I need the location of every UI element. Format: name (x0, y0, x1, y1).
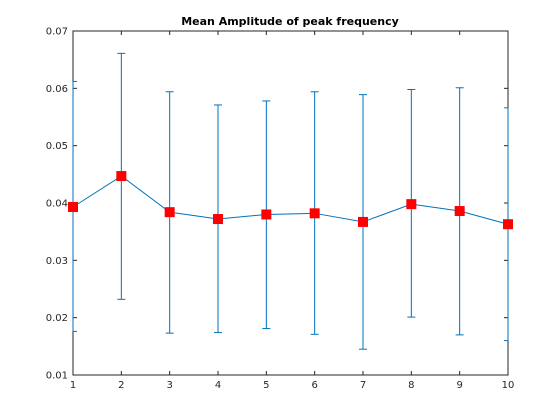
x-tick-label: 6 (311, 380, 317, 391)
data-point-marker (406, 199, 417, 210)
chart-title: Mean Amplitude of peak frequency (181, 15, 399, 28)
x-tick-label: 8 (408, 380, 414, 391)
y-tick-label: 0.02 (46, 313, 68, 324)
data-point-marker (358, 216, 368, 227)
data-point-marker (213, 214, 223, 225)
x-tick-label: 4 (215, 380, 221, 391)
y-tick-label: 0.01 (46, 371, 68, 382)
x-tick-label: 2 (118, 380, 124, 391)
x-tick-label: 1 (70, 380, 76, 391)
y-tick-label: 0.07 (46, 27, 68, 38)
data-point-marker (261, 209, 272, 220)
y-tick-label: 0.04 (46, 199, 68, 210)
x-tick-label: 9 (456, 380, 462, 391)
data-point-marker (309, 208, 320, 219)
x-tick-label: 3 (166, 380, 172, 391)
x-tick-label: 7 (360, 380, 366, 391)
y-tick-label: 0.06 (46, 84, 68, 95)
data-point-marker (164, 207, 175, 218)
data-point-marker (454, 206, 465, 217)
x-tick-label: 10 (502, 380, 515, 391)
series-line (72, 175, 509, 225)
y-tick-label: 0.03 (46, 256, 68, 267)
data-point-marker (116, 171, 127, 182)
data-point-marker (68, 202, 78, 213)
data-point-marker (503, 219, 513, 230)
x-tick-label: 5 (263, 380, 269, 391)
y-tick-label: 0.05 (46, 141, 68, 152)
plot-area (72, 30, 509, 376)
